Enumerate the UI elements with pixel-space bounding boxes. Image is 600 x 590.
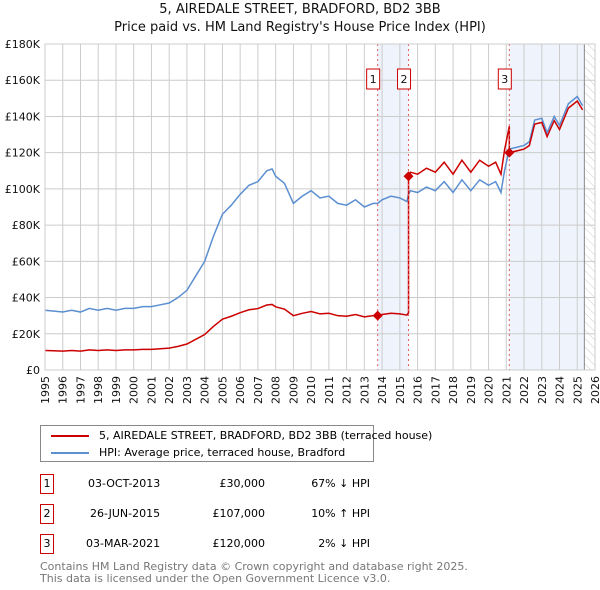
x-tick-label: 2010 xyxy=(305,376,318,404)
x-tick-label: 2026 xyxy=(589,376,600,404)
x-tick-label: 2007 xyxy=(252,376,265,404)
transaction-hpi: 67% ↓ HPI xyxy=(311,477,370,490)
plot-frame xyxy=(44,43,596,371)
x-tick-label: 2019 xyxy=(465,376,478,404)
x-tick-label: 2013 xyxy=(358,376,371,404)
hpi-line xyxy=(44,95,584,313)
chart-title: 5, AIREDALE STREET, BRADFORD, BD2 3BB xyxy=(159,2,441,17)
sale-point xyxy=(372,310,383,321)
transaction-row: 2 26-JUN-2015 £107,000 10% ↑ HPI xyxy=(40,504,440,524)
y-tick-label: £140K xyxy=(5,110,41,123)
y-tick-label: £0 xyxy=(26,364,40,377)
y-tick-label: £60K xyxy=(12,255,41,268)
transaction-price: £120,000 xyxy=(212,537,266,550)
x-tick-label: 2000 xyxy=(128,376,141,404)
x-tick-label: 2014 xyxy=(376,376,389,404)
x-tick-label: 2005 xyxy=(216,376,229,404)
footer-licence: This data is licensed under the Open Gov… xyxy=(40,572,391,585)
x-tick-label: 1997 xyxy=(74,376,87,404)
y-tick-label: £20K xyxy=(12,328,41,341)
transaction-date: 03-MAR-2021 xyxy=(86,537,161,550)
transaction-price: £30,000 xyxy=(219,477,266,490)
transaction-number: 2 xyxy=(40,504,54,524)
y-tick-label: £180K xyxy=(5,38,41,51)
x-tick-label: 2012 xyxy=(341,376,354,404)
x-tick-label: 2018 xyxy=(447,376,460,404)
y-tick-label: £160K xyxy=(5,74,41,87)
x-tick-label: 1999 xyxy=(110,376,123,404)
y-tick-label: £80K xyxy=(12,219,41,232)
legend-property: 5, AIREDALE STREET, BRADFORD, BD2 3BB (t… xyxy=(99,429,433,442)
x-tick-label: 2022 xyxy=(518,376,531,404)
x-tick-label: 2008 xyxy=(270,376,283,404)
y-tick-label: £100K xyxy=(5,183,41,196)
x-tick-label: 2024 xyxy=(554,376,567,404)
forecast-hatch xyxy=(584,44,595,370)
x-tick-label: 2021 xyxy=(500,376,513,404)
chart-subtitle: Price paid vs. HM Land Registry's House … xyxy=(114,20,486,35)
property-price-line xyxy=(44,99,584,352)
x-tick-label: 2025 xyxy=(571,376,584,404)
x-tick-label: 2002 xyxy=(163,376,176,404)
transaction-number: 1 xyxy=(40,474,54,494)
transaction-number: 3 xyxy=(40,534,54,554)
x-tick-label: 2001 xyxy=(145,376,158,404)
x-tick-label: 1996 xyxy=(57,376,70,404)
transaction-row: 3 03-MAR-2021 £120,000 2% ↓ HPI xyxy=(40,534,440,554)
legend-swatch-property xyxy=(51,434,89,437)
sale-label: 3 xyxy=(501,73,508,86)
transaction-row: 1 03-OCT-2013 £30,000 67% ↓ HPI xyxy=(40,474,440,494)
sale-label-box xyxy=(366,68,381,90)
footer-copyright: Contains HM Land Registry data © Crown c… xyxy=(40,560,468,573)
x-tick-label: 2023 xyxy=(536,376,549,404)
sale-label-box xyxy=(397,68,412,90)
legend: 5, AIREDALE STREET, BRADFORD, BD2 3BB (t… xyxy=(40,425,432,462)
x-tick-label: 2016 xyxy=(412,376,425,404)
sale-point xyxy=(403,171,414,182)
transaction-date: 26-JUN-2015 xyxy=(90,507,161,520)
sale-point xyxy=(504,147,515,158)
transaction-price: £107,000 xyxy=(212,507,266,520)
shaded-region xyxy=(509,44,585,370)
x-tick-label: 1998 xyxy=(92,376,105,404)
x-tick-label: 2003 xyxy=(181,376,194,404)
y-tick-label: £120K xyxy=(5,147,41,160)
transaction-date: 03-OCT-2013 xyxy=(88,477,161,490)
x-tick-label: 2017 xyxy=(429,376,442,404)
y-tick-label: £40K xyxy=(12,292,41,305)
sale-label-box xyxy=(497,68,512,90)
x-tick-label: 2009 xyxy=(287,376,300,404)
price-chart: 1995 1996 1997 1998 1999 2000 2001 2002 2003 2004… xyxy=(5,38,600,404)
transaction-hpi: 2% ↓ HPI xyxy=(318,537,370,550)
x-tick-label: 2020 xyxy=(483,376,496,404)
transaction-hpi: 10% ↑ HPI xyxy=(311,507,370,520)
legend-swatch-hpi xyxy=(51,451,89,454)
x-tick-label: 2006 xyxy=(234,376,247,404)
x-tick-label: 2015 xyxy=(394,376,407,404)
x-tick-label: 2004 xyxy=(199,376,212,404)
shaded-region xyxy=(377,44,409,370)
x-tick-label: 1995 xyxy=(39,376,52,404)
sale-label: 1 xyxy=(370,73,377,86)
sale-label: 2 xyxy=(401,73,408,86)
x-tick-label: 2011 xyxy=(323,376,336,404)
legend-hpi: HPI: Average price, terraced house, Brad… xyxy=(99,446,346,459)
